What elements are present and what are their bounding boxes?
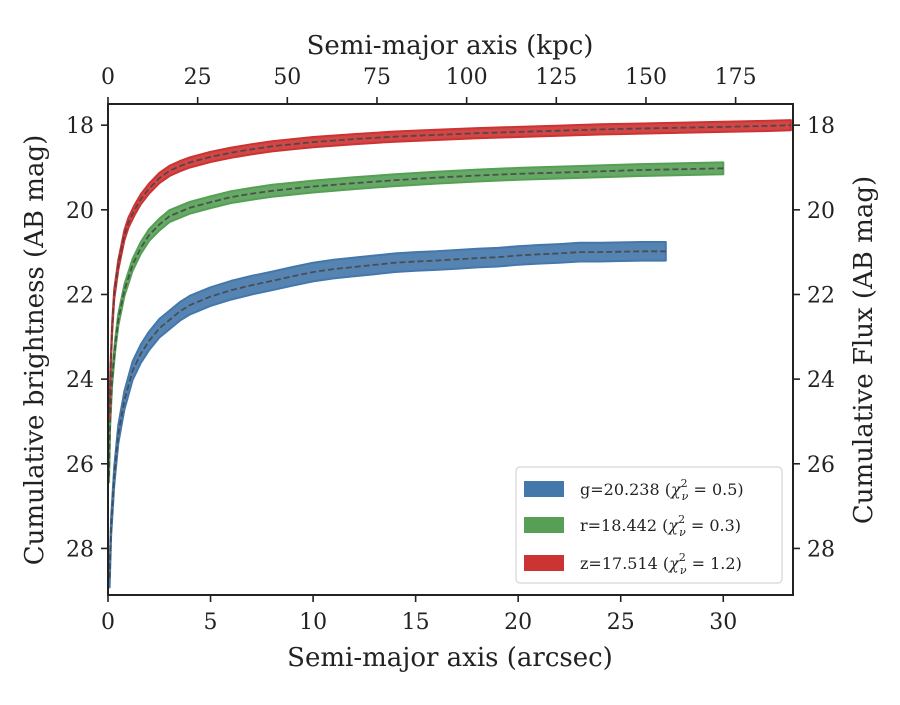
series-band-g	[108, 241, 667, 589]
x-axis-label: Semi-major axis (arcsec)	[287, 643, 613, 673]
series-layer	[108, 119, 792, 589]
y-tick-label: 20	[66, 199, 94, 224]
legend-entry-r: r=18.442 (χ2 ν = 0.3)	[524, 513, 741, 539]
legend-entry-g: g=20.238 (χ2 ν = 0.5)	[524, 477, 744, 503]
legend: g=20.238 (χ2 ν = 0.5) r=18.442 (χ2 ν = 0.3…	[515, 466, 783, 584]
y2-axis-label: Cumulative Flux (AB mag)	[849, 176, 879, 524]
legend-frame	[515, 466, 783, 584]
legend-label-z: z=17.514 (χ2 ν = 1.2)	[580, 551, 742, 577]
x2-tick-label: 150	[625, 65, 667, 90]
x-tick-label: 30	[709, 610, 737, 635]
legend-swatch-r	[524, 517, 564, 533]
series-r	[108, 161, 725, 484]
legend-label-g: g=20.238 (χ2 ν = 0.5)	[580, 477, 744, 503]
x2-tick-label: 50	[273, 65, 301, 90]
axes-layer: 0 5 10 15 20 25 30 0 25 50 75 100 125 150 175 18 18 20 20 2…	[66, 65, 835, 635]
series-band-r	[108, 161, 725, 484]
legend-swatch-z	[524, 555, 564, 571]
x2-tick-label: 125	[535, 65, 577, 90]
series-model-z	[108, 124, 791, 414]
x2-axis-label: Semi-major axis (kpc)	[307, 31, 594, 61]
y-tick-label: 18	[66, 114, 94, 139]
series-g	[108, 241, 667, 589]
x-tick-label: 0	[101, 610, 115, 635]
plot-frame	[107, 103, 794, 596]
series-band-z	[108, 119, 792, 420]
x-tick-label: 20	[504, 610, 532, 635]
x-tick-label: 25	[607, 610, 635, 635]
y-axis-label: Cumulative brightness (AB mag)	[20, 135, 50, 566]
x2-tick-label: 75	[363, 65, 391, 90]
x-tick-label: 15	[402, 610, 430, 635]
x2-tick-label: 175	[715, 65, 757, 90]
y2-tick-label: 22	[807, 283, 835, 308]
y2-tick-label: 28	[807, 537, 835, 562]
legend-swatch-g	[524, 481, 564, 497]
series-model-r	[108, 167, 724, 477]
x2-tick-label: 0	[101, 65, 115, 90]
x-tick-label: 5	[204, 610, 218, 635]
x2-tick-label: 25	[184, 65, 212, 90]
y-tick-label: 26	[66, 453, 94, 478]
y2-tick-label: 24	[807, 368, 835, 393]
legend-label-r: r=18.442 (χ2 ν = 0.3)	[580, 513, 741, 539]
legend-entry-z: z=17.514 (χ2 ν = 1.2)	[524, 551, 742, 577]
series-model-g	[108, 250, 666, 579]
y-tick-label: 24	[66, 368, 94, 393]
x-tick-label: 10	[299, 610, 327, 635]
y2-tick-label: 20	[807, 199, 835, 224]
y2-tick-label: 26	[807, 453, 835, 478]
y2-tick-label: 18	[807, 114, 835, 139]
y-tick-label: 22	[66, 283, 94, 308]
x2-tick-label: 100	[446, 65, 488, 90]
y-tick-label: 28	[66, 537, 94, 562]
series-z	[108, 119, 792, 420]
